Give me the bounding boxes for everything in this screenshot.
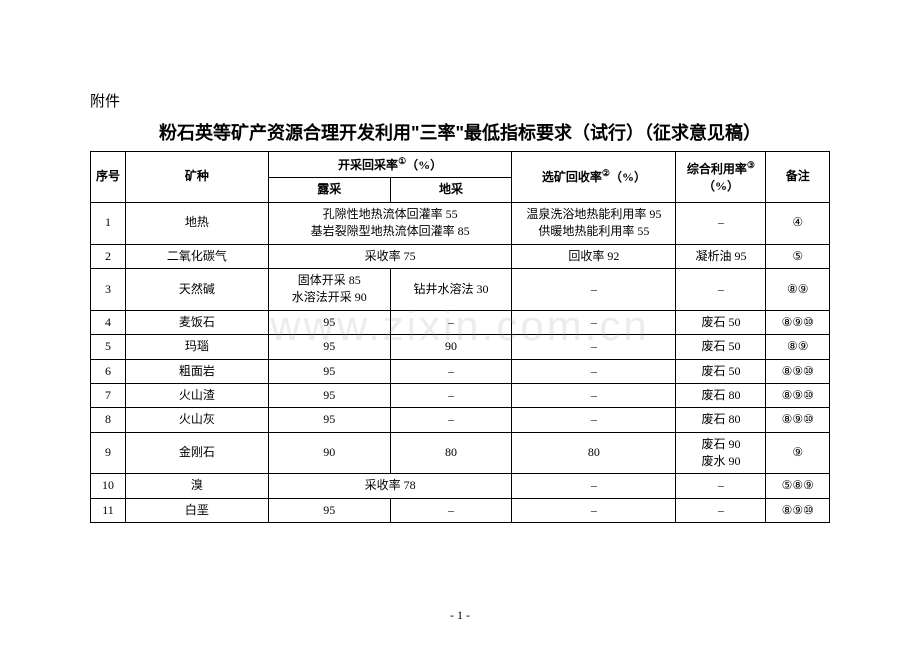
cell-mineral: 白垩	[125, 498, 268, 522]
th-seq: 序号	[91, 152, 126, 203]
cell-seq: 10	[91, 474, 126, 498]
page-title: 粉石英等矿产资源合理开发利用"三率"最低指标要求（试行）（征求意见稿）	[90, 119, 830, 145]
cell-underground: 80	[390, 432, 512, 474]
cell-surface: 95	[268, 498, 390, 522]
cell-dressing: –	[512, 498, 676, 522]
cell-note: ⑧⑨⑩	[766, 383, 830, 407]
table-row: 3天然碱固体开采 85水溶法开采 90钻井水溶法 30––⑧⑨	[91, 268, 830, 310]
th-underground: 地采	[390, 178, 512, 202]
page-number: - 1 -	[0, 608, 920, 623]
cell-dressing: –	[512, 268, 676, 310]
cell-underground: –	[390, 359, 512, 383]
cell-seq: 8	[91, 408, 126, 432]
cell-surface: 95	[268, 359, 390, 383]
cell-util: 废石 90废水 90	[676, 432, 766, 474]
cell-note: ⑧⑨	[766, 335, 830, 359]
cell-mineral: 粗面岩	[125, 359, 268, 383]
cell-underground: –	[390, 408, 512, 432]
th-surface: 露采	[268, 178, 390, 202]
cell-util: 废石 50	[676, 310, 766, 334]
cell-util: –	[676, 268, 766, 310]
table-row: 11白垩95–––⑧⑨⑩	[91, 498, 830, 522]
table-row: 9金刚石908080废石 90废水 90⑨	[91, 432, 830, 474]
table-row: 4麦饭石95––废石 50⑧⑨⑩	[91, 310, 830, 334]
cell-util: –	[676, 202, 766, 244]
table-row: 5玛瑙9590–废石 50⑧⑨	[91, 335, 830, 359]
cell-surface: 90	[268, 432, 390, 474]
cell-seq: 4	[91, 310, 126, 334]
table-row: 7火山渣95––废石 80⑧⑨⑩	[91, 383, 830, 407]
cell-mineral: 火山灰	[125, 408, 268, 432]
cell-surface: 95	[268, 408, 390, 432]
cell-note: ⑧⑨⑩	[766, 310, 830, 334]
cell-seq: 3	[91, 268, 126, 310]
cell-underground: –	[390, 310, 512, 334]
cell-seq: 9	[91, 432, 126, 474]
cell-underground: 90	[390, 335, 512, 359]
cell-util: 废石 50	[676, 359, 766, 383]
cell-mineral: 麦饭石	[125, 310, 268, 334]
cell-dressing: 80	[512, 432, 676, 474]
attachment-label: 附件	[90, 90, 830, 111]
th-note: 备注	[766, 152, 830, 203]
cell-note: ⑨	[766, 432, 830, 474]
table-body: 1地热孔隙性地热流体回灌率 55基岩裂隙型地热流体回灌率 85温泉洗浴地热能利用…	[91, 202, 830, 522]
cell-surface: 95	[268, 383, 390, 407]
th-mineral: 矿种	[125, 152, 268, 203]
cell-note: ④	[766, 202, 830, 244]
cell-util: 废石 80	[676, 408, 766, 432]
cell-surface: 95	[268, 310, 390, 334]
cell-seq: 6	[91, 359, 126, 383]
cell-dressing: –	[512, 335, 676, 359]
th-mining-rate: 开采回采率①（%）	[268, 152, 512, 178]
cell-mineral: 玛瑙	[125, 335, 268, 359]
table-row: 1地热孔隙性地热流体回灌率 55基岩裂隙型地热流体回灌率 85温泉洗浴地热能利用…	[91, 202, 830, 244]
cell-util: –	[676, 498, 766, 522]
main-table: 序号 矿种 开采回采率①（%） 选矿回收率②（%） 综合利用率③（%） 备注 露…	[90, 151, 830, 523]
cell-mineral: 金刚石	[125, 432, 268, 474]
cell-note: ⑧⑨⑩	[766, 408, 830, 432]
cell-surface: 95	[268, 335, 390, 359]
cell-seq: 1	[91, 202, 126, 244]
cell-seq: 7	[91, 383, 126, 407]
cell-mining-merged: 采收率 78	[268, 474, 512, 498]
cell-dressing: –	[512, 359, 676, 383]
cell-surface: 固体开采 85水溶法开采 90	[268, 268, 390, 310]
cell-note: ⑤⑧⑨	[766, 474, 830, 498]
table-row: 6粗面岩95––废石 50⑧⑨⑩	[91, 359, 830, 383]
cell-dressing: 温泉洗浴地热能利用率 95供暖地热能利用率 55	[512, 202, 676, 244]
cell-mineral: 二氧化碳气	[125, 244, 268, 268]
cell-seq: 2	[91, 244, 126, 268]
cell-dressing: –	[512, 310, 676, 334]
table-row: 2二氧化碳气采收率 75回收率 92凝析油 95⑤	[91, 244, 830, 268]
cell-note: ⑧⑨⑩	[766, 359, 830, 383]
cell-mineral: 地热	[125, 202, 268, 244]
cell-mining-merged: 采收率 75	[268, 244, 512, 268]
cell-note: ⑤	[766, 244, 830, 268]
th-dressing-rate: 选矿回收率②（%）	[512, 152, 676, 203]
cell-mineral: 火山渣	[125, 383, 268, 407]
cell-underground: –	[390, 498, 512, 522]
cell-mineral: 天然碱	[125, 268, 268, 310]
cell-note: ⑧⑨⑩	[766, 498, 830, 522]
cell-dressing: –	[512, 474, 676, 498]
cell-seq: 5	[91, 335, 126, 359]
cell-dressing: 回收率 92	[512, 244, 676, 268]
cell-note: ⑧⑨	[766, 268, 830, 310]
table-row: 8火山灰95––废石 80⑧⑨⑩	[91, 408, 830, 432]
cell-util: 废石 50	[676, 335, 766, 359]
cell-mineral: 溴	[125, 474, 268, 498]
cell-util: –	[676, 474, 766, 498]
cell-dressing: –	[512, 383, 676, 407]
th-util-rate: 综合利用率③（%）	[676, 152, 766, 203]
cell-util: 凝析油 95	[676, 244, 766, 268]
table-row: 10溴采收率 78––⑤⑧⑨	[91, 474, 830, 498]
cell-dressing: –	[512, 408, 676, 432]
cell-underground: –	[390, 383, 512, 407]
cell-util: 废石 80	[676, 383, 766, 407]
cell-seq: 11	[91, 498, 126, 522]
cell-mining-merged: 孔隙性地热流体回灌率 55基岩裂隙型地热流体回灌率 85	[268, 202, 512, 244]
cell-underground: 钻井水溶法 30	[390, 268, 512, 310]
